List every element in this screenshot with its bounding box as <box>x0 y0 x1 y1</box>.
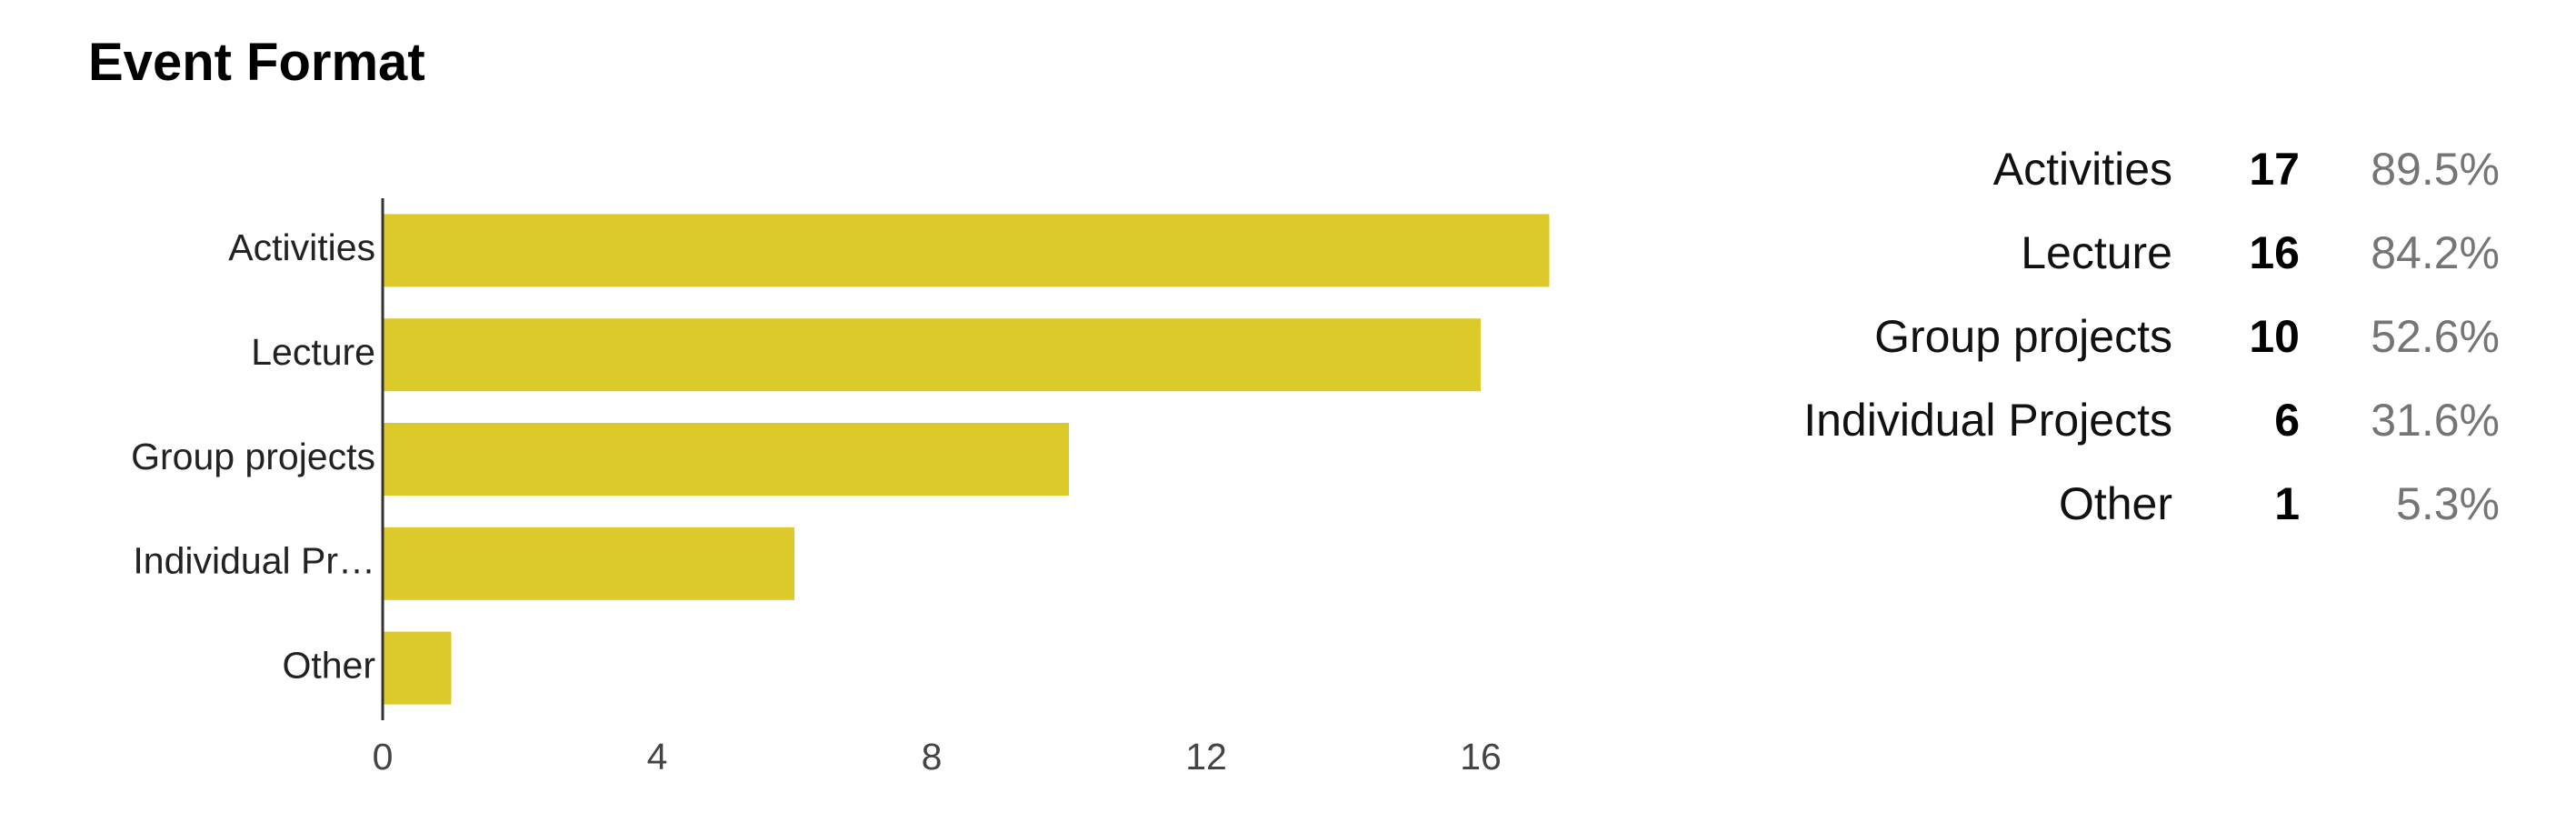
summary-count: 16 <box>2249 227 2300 278</box>
bar-3 <box>383 423 1069 496</box>
summary-count: 17 <box>2249 144 2300 195</box>
bars-group <box>383 214 1550 705</box>
summary-table: Activities 17 89.5% Lecture 16 84.2% Group pro… <box>1727 127 2500 546</box>
summary-label: Activities <box>1992 144 2172 195</box>
bar-chart: Activities Lecture Group projects Individua… <box>131 198 1550 778</box>
summary-percent: 89.5% <box>2371 144 2500 195</box>
summary-row: Activities 17 89.5% <box>1727 127 2500 211</box>
summary-row: Group projects 10 52.6% <box>1727 295 2500 378</box>
summary-percent: 52.6% <box>2371 311 2500 362</box>
summary-count: 6 <box>2274 395 2300 446</box>
bar-1 <box>383 214 1550 287</box>
summary-label: Individual Projects <box>1803 395 2172 446</box>
category-label: Activities <box>228 226 375 268</box>
x-tick-label: 16 <box>1460 736 1502 778</box>
summary-percent: 5.3% <box>2396 478 2500 529</box>
summary-percent: 84.2% <box>2371 227 2500 278</box>
summary-label: Group projects <box>1874 311 2172 362</box>
x-axis-ticks: 0 4 8 12 16 <box>373 736 1502 778</box>
x-tick-label: 0 <box>373 736 394 778</box>
summary-count: 10 <box>2249 311 2300 362</box>
summary-count: 1 <box>2274 478 2300 529</box>
summary-row: Lecture 16 84.2% <box>1727 211 2500 295</box>
category-label: Other <box>282 644 375 686</box>
x-tick-label: 12 <box>1185 736 1227 778</box>
x-tick-label: 8 <box>922 736 943 778</box>
summary-percent: 31.6% <box>2371 395 2500 446</box>
category-label: Individual Pr… <box>133 540 375 582</box>
chart-title: Event Format <box>88 33 425 92</box>
category-label: Group projects <box>131 436 375 477</box>
category-label: Lecture <box>251 331 375 373</box>
bar-2 <box>383 318 1481 392</box>
x-tick-label: 4 <box>647 736 668 778</box>
category-labels: Activities Lecture Group projects Individua… <box>131 226 375 686</box>
summary-label: Lecture <box>2021 227 2172 278</box>
summary-row: Other 1 5.3% <box>1727 462 2500 546</box>
bar-5 <box>383 631 452 705</box>
summary-row: Individual Projects 6 31.6% <box>1727 378 2500 462</box>
summary-label: Other <box>2058 478 2172 529</box>
bar-4 <box>383 527 794 600</box>
